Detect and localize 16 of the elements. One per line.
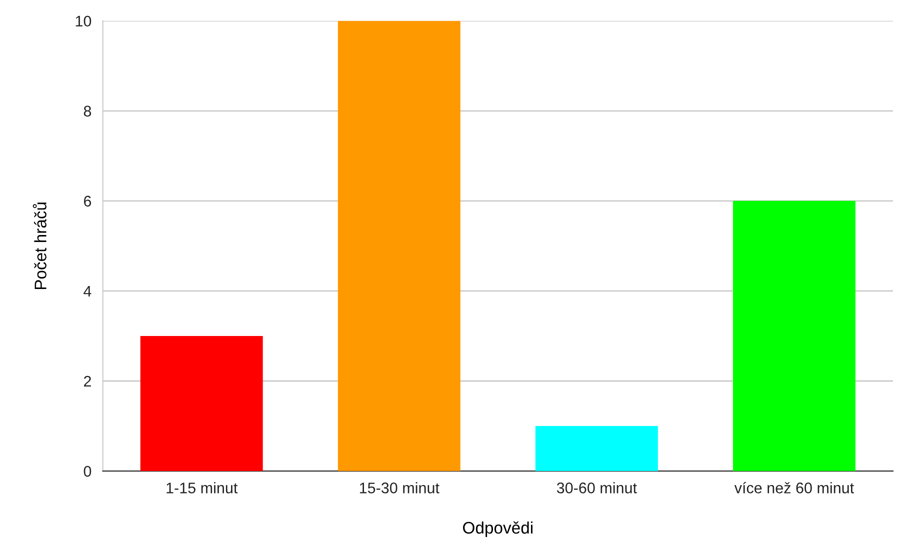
y-tick-label: 8 [84, 106, 92, 117]
y-tick-label: 2 [84, 376, 91, 387]
x-tick-label: 15-30 minut [360, 482, 440, 494]
y-tick-label: 4 [84, 286, 92, 297]
x-tick-label: více než 60 minut [734, 482, 854, 494]
y-tick-label: 0 [84, 466, 92, 477]
x-tick-label: 30-60 minut [556, 482, 637, 494]
bar [732, 200, 856, 472]
bar [140, 336, 263, 472]
x-tick-label: 1-15 minut [166, 482, 238, 494]
bar [535, 426, 658, 472]
y-tick-label: 10 [76, 16, 92, 27]
y-tick-label: 6 [84, 196, 92, 207]
bar [338, 20, 460, 472]
x-axis-title: Odpovědi [463, 521, 532, 537]
y-axis-title: Počet hráčů [32, 202, 46, 290]
